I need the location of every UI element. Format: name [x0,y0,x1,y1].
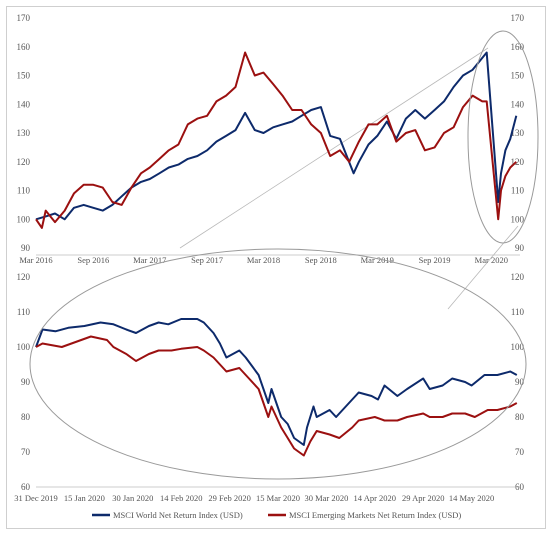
top-xtick-3: Sep 2017 [191,255,223,265]
bottom-x-axis: 31 Dec 2019 15 Jan 2020 30 Jan 2020 14 Feb … [14,493,494,503]
top-ytick-right-160: 160 [511,42,525,52]
top-panel-chart: 90 100 110 120 130 140 150 160 170 90 100 110 120 13… [17,13,525,265]
top-series-group [35,51,518,229]
top-ytick-right-140: 140 [511,99,525,109]
top-ytick-left-140: 140 [17,99,31,109]
top-series-line-em [35,51,517,229]
top-x-axis: Mar 2016 Sep 2016 Mar 2017 Sep 2017 Mar 2018… [19,255,508,265]
bottom-xtick-7: 14 Apr 2020 [354,493,397,503]
bottom-y-axis-left: 60 70 80 90 100 110 120 [17,272,31,492]
bottom-ytick-left-60: 60 [21,482,31,492]
bottom-ytick-left-90: 90 [21,377,31,387]
bottom-xtick-4: 29 Feb 2020 [208,493,251,503]
figure-border [6,6,546,529]
legend: MSCI World Net Return Index (USD) MSCI E… [92,510,461,520]
top-ytick-right-90: 90 [515,243,525,253]
bottom-ytick-left-70: 70 [21,447,31,457]
legend-label-em: MSCI Emerging Markets Net Return Index (… [289,510,461,520]
top-series-line-world [35,51,518,221]
top-y-axis-right: 90 100 110 120 130 140 150 160 170 [511,13,525,253]
bottom-ytick-right-110: 110 [511,307,525,317]
bottom-ytick-right-100: 100 [511,342,525,352]
top-ytick-right-100: 100 [511,214,525,224]
zoom-highlight-ellipse [467,30,539,244]
bottom-ytick-left-110: 110 [17,307,31,317]
bottom-ytick-left-80: 80 [21,412,31,422]
top-ytick-left-130: 130 [17,128,31,138]
top-y-axis-left: 90 100 110 120 130 140 150 160 170 [17,13,31,253]
top-ytick-left-110: 110 [17,186,31,196]
top-xtick-4: Mar 2018 [247,255,280,265]
bottom-series-group [35,318,518,457]
top-ytick-left-90: 90 [21,243,31,253]
bottom-ytick-left-120: 120 [17,272,31,282]
top-xtick-1: Sep 2016 [77,255,109,265]
bottom-ytick-right-80: 80 [515,412,525,422]
top-ytick-right-120: 120 [511,157,525,167]
bottom-panel-chart: 60 70 80 90 100 110 120 60 70 80 90 100 110 120 31 D… [14,272,524,503]
bottom-ytick-left-100: 100 [17,342,31,352]
zoom-detail-ellipse [29,248,527,480]
bottom-xtick-6: 30 Mar 2020 [304,493,348,503]
top-ytick-left-100: 100 [17,214,31,224]
legend-label-world: MSCI World Net Return Index (USD) [113,510,243,520]
top-xtick-5: Sep 2018 [305,255,337,265]
bottom-ytick-right-70: 70 [515,447,525,457]
bottom-ytick-right-90: 90 [515,377,525,387]
bottom-xtick-5: 15 Mar 2020 [256,493,300,503]
top-ytick-right-110: 110 [511,186,525,196]
zoom-connector-right [447,225,519,310]
bottom-series-line-em [35,335,518,457]
top-ytick-left-170: 170 [17,13,31,23]
top-xtick-2: Mar 2017 [133,255,166,265]
top-xtick-7: Sep 2019 [419,255,451,265]
bottom-ytick-right-120: 120 [511,272,525,282]
bottom-xtick-9: 14 May 2020 [449,493,494,503]
top-ytick-right-170: 170 [511,13,525,23]
top-ytick-left-120: 120 [17,157,31,167]
bottom-xtick-8: 29 Apr 2020 [402,493,445,503]
top-ytick-right-150: 150 [511,71,525,81]
top-xtick-6: Mar 2019 [361,255,394,265]
bottom-xtick-0: 31 Dec 2019 [14,493,57,503]
bottom-series-line-world [35,318,518,446]
zoom-connector-left [179,47,489,249]
bottom-xtick-2: 30 Jan 2020 [112,493,153,503]
bottom-xtick-3: 14 Feb 2020 [160,493,203,503]
bottom-xtick-1: 15 Jan 2020 [64,493,105,503]
top-xtick-8: Mar 2020 [475,255,508,265]
top-ytick-right-130: 130 [511,128,525,138]
top-ytick-left-160: 160 [17,42,31,52]
top-xtick-0: Mar 2016 [19,255,52,265]
top-ytick-left-150: 150 [17,71,31,81]
